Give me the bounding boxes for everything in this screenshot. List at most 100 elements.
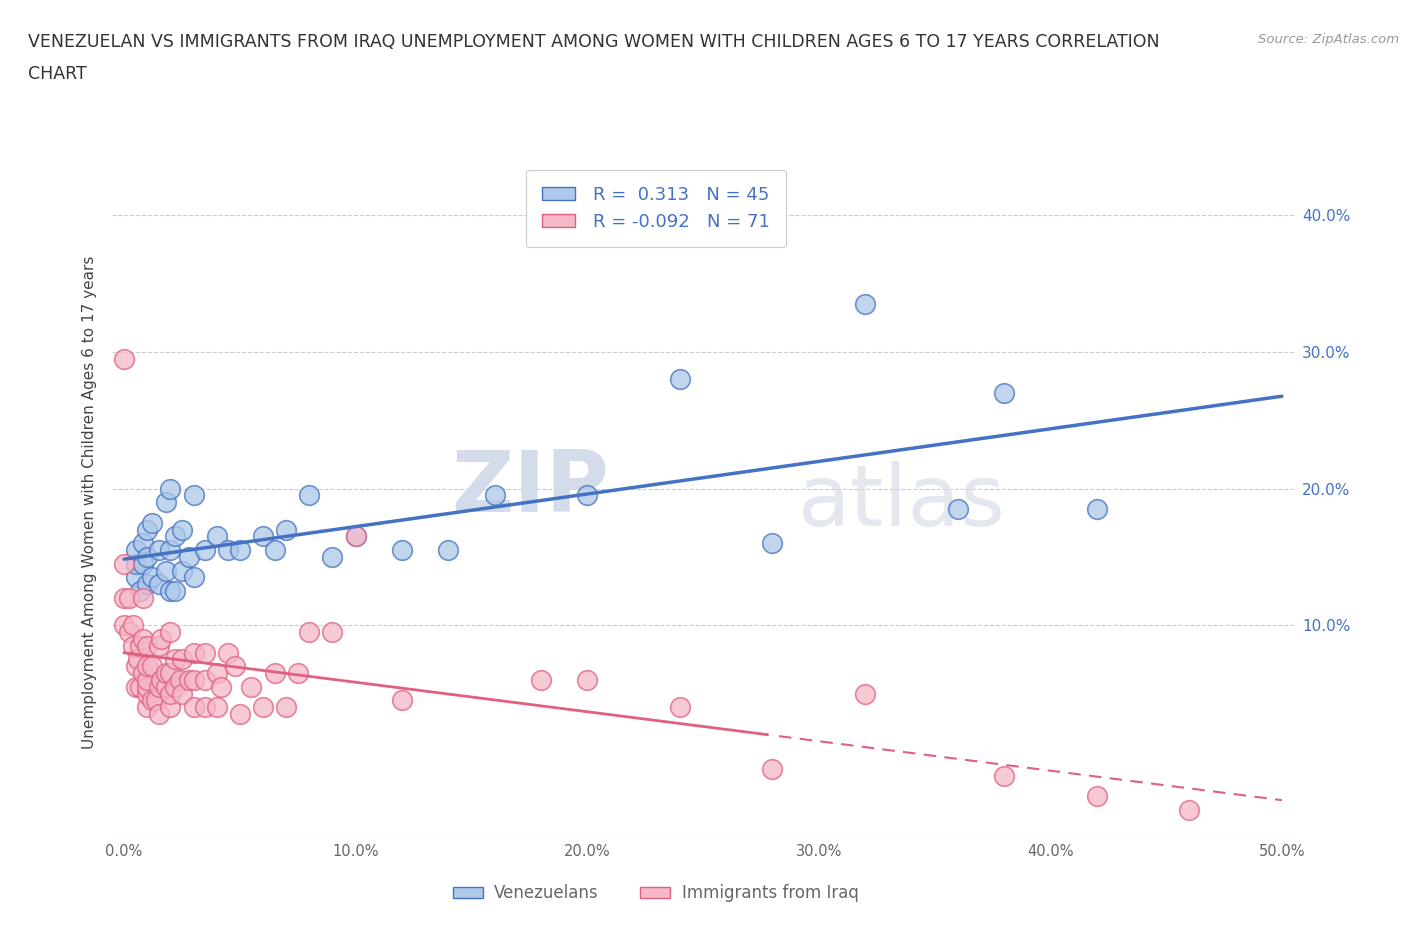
Point: [118, 591, 141, 605]
Point: [229, 542, 252, 557]
Point: [131, 666, 153, 681]
Point: [163, 584, 186, 599]
Point: [276, 522, 298, 537]
Point: [124, 658, 146, 673]
Text: atlas: atlas: [797, 460, 1005, 544]
Point: [1085, 501, 1108, 516]
Point: [321, 625, 343, 640]
Point: [155, 495, 177, 510]
Point: [148, 542, 170, 557]
Point: [131, 556, 153, 571]
Point: [131, 591, 153, 605]
Point: [437, 542, 460, 557]
Text: CHART: CHART: [28, 65, 87, 83]
Point: [1178, 803, 1201, 817]
Point: [150, 672, 173, 687]
Point: [391, 693, 413, 708]
Point: [177, 550, 200, 565]
Point: [391, 542, 413, 557]
Text: ZIP: ZIP: [451, 447, 609, 530]
Point: [484, 488, 506, 503]
Point: [287, 666, 309, 681]
Point: [124, 542, 146, 557]
Point: [993, 768, 1015, 783]
Point: [229, 707, 252, 722]
Point: [217, 542, 239, 557]
Point: [136, 550, 159, 565]
Point: [177, 672, 200, 687]
Point: [127, 652, 149, 667]
Point: [148, 707, 170, 722]
Point: [129, 638, 152, 653]
Point: [169, 672, 191, 687]
Point: [159, 699, 181, 714]
Point: [129, 679, 152, 694]
Point: [761, 762, 783, 777]
Point: [163, 679, 186, 694]
Point: [252, 699, 274, 714]
Point: [148, 638, 170, 653]
Point: [124, 679, 146, 694]
Point: [321, 550, 343, 565]
Point: [141, 693, 163, 708]
Point: [669, 372, 692, 387]
Point: [159, 542, 181, 557]
Point: [112, 352, 135, 366]
Point: [136, 679, 159, 694]
Point: [112, 591, 135, 605]
Point: [136, 686, 159, 701]
Point: [155, 679, 177, 694]
Point: [183, 570, 205, 585]
Point: [131, 536, 153, 551]
Point: [576, 672, 599, 687]
Point: [530, 672, 553, 687]
Point: [150, 631, 173, 646]
Point: [344, 529, 367, 544]
Point: [1085, 789, 1108, 804]
Legend: Venezuelans, Immigrants from Iraq: Venezuelans, Immigrants from Iraq: [446, 878, 866, 909]
Point: [136, 638, 159, 653]
Point: [205, 699, 228, 714]
Point: [148, 679, 170, 694]
Point: [194, 672, 217, 687]
Point: [576, 488, 599, 503]
Point: [136, 577, 159, 591]
Point: [155, 563, 177, 578]
Point: [136, 699, 159, 714]
Point: [124, 570, 146, 585]
Point: [194, 645, 217, 660]
Point: [159, 481, 181, 496]
Point: [163, 652, 186, 667]
Point: [170, 652, 193, 667]
Point: [217, 645, 239, 660]
Text: Source: ZipAtlas.com: Source: ZipAtlas.com: [1258, 33, 1399, 46]
Point: [124, 556, 146, 571]
Point: [194, 542, 217, 557]
Point: [853, 686, 876, 701]
Point: [148, 577, 170, 591]
Point: [183, 672, 205, 687]
Point: [159, 584, 181, 599]
Point: [136, 672, 159, 687]
Y-axis label: Unemployment Among Women with Children Ages 6 to 17 years: Unemployment Among Women with Children A…: [82, 256, 97, 749]
Point: [141, 570, 163, 585]
Point: [205, 666, 228, 681]
Point: [122, 618, 145, 632]
Point: [183, 699, 205, 714]
Point: [112, 556, 135, 571]
Point: [136, 658, 159, 673]
Point: [136, 522, 159, 537]
Point: [163, 529, 186, 544]
Point: [129, 584, 152, 599]
Point: [118, 625, 141, 640]
Point: [141, 515, 163, 530]
Point: [205, 529, 228, 544]
Point: [170, 522, 193, 537]
Point: [209, 679, 232, 694]
Point: [183, 488, 205, 503]
Point: [141, 658, 163, 673]
Point: [761, 536, 783, 551]
Point: [183, 645, 205, 660]
Point: [263, 542, 285, 557]
Point: [155, 666, 177, 681]
